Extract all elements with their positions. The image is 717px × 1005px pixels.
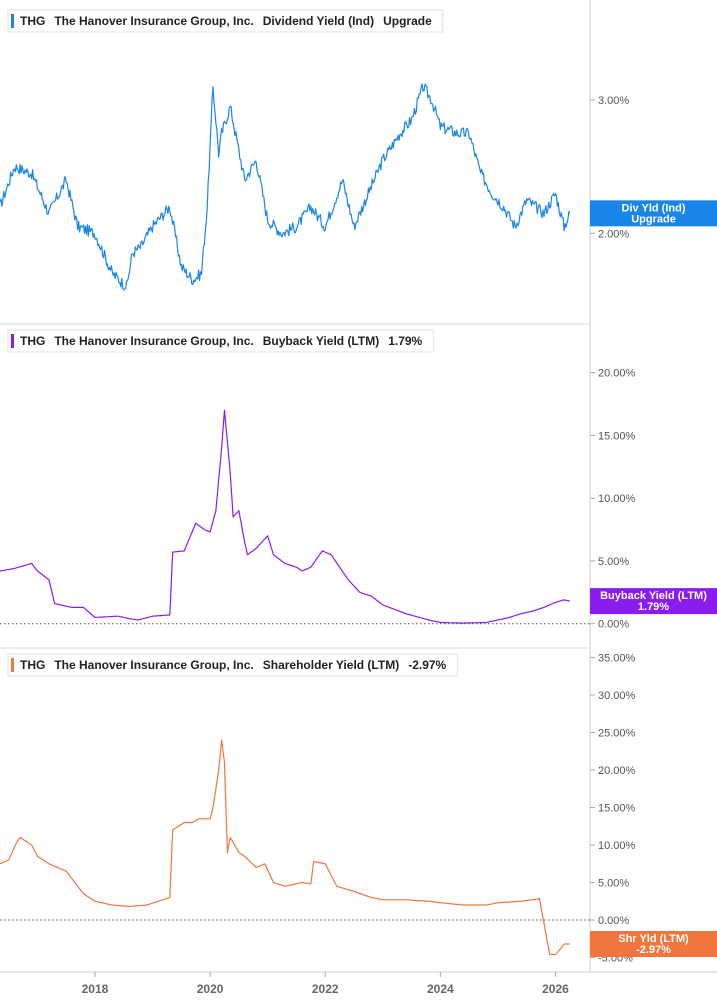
y-tick-label: 3.00% (598, 95, 629, 107)
value-flag-label: Shr Yld (LTM) (618, 933, 689, 945)
x-tick-label: 2024 (427, 982, 454, 996)
y-tick-label: 10.00% (598, 840, 636, 852)
value-flag-value: -2.97% (636, 944, 671, 956)
series-line (0, 739, 570, 956)
y-tick-label: 15.00% (598, 430, 636, 442)
value-flag-value: 1.79% (638, 601, 669, 613)
series-line (0, 409, 571, 624)
value-flag-label: Buyback Yield (LTM) (600, 590, 707, 602)
chart-frame (0, 0, 717, 973)
x-tick-label: 2020 (197, 982, 224, 996)
legend-company: The Hanover Insurance Group, Inc. (54, 14, 253, 28)
value-flag-label: Div Yld (Ind) (622, 202, 686, 214)
y-tick-label: 35.00% (598, 653, 636, 665)
x-axis: 2018 2020 2022 2024 2026 (82, 972, 569, 996)
legend-box (7, 653, 458, 677)
legend-company: The Hanover Insurance Group, Inc. (54, 658, 253, 672)
legend-swatch (11, 14, 14, 28)
legend-metric: Shareholder Yield (LTM) (263, 658, 399, 672)
value-flag (590, 200, 717, 227)
legend-box (7, 329, 434, 353)
legend-ticker: THG (20, 334, 45, 348)
y-tick-label: 10.00% (598, 493, 636, 505)
y-tick-label: 0.00% (598, 619, 629, 631)
legend-metric: Dividend Yield (Ind) (263, 14, 374, 28)
y-tick-label: 2.00% (598, 228, 629, 240)
legend-ticker: THG (20, 14, 45, 28)
y-tick-label: 15.00% (598, 803, 636, 815)
legend-metric: Buyback Yield (LTM) (263, 334, 379, 348)
value-flag (590, 588, 717, 615)
legend-swatch (11, 658, 14, 672)
value-flag-value: Upgrade (631, 213, 676, 225)
legend-value: -2.97% (408, 658, 446, 672)
legend-value: Upgrade (383, 14, 432, 28)
y-tick-label: 0.00% (598, 915, 629, 927)
x-tick-label: 2022 (312, 982, 339, 996)
shareholder-yield-panel: 35.00% 30.00% 25.00% 20.00% 15.00% 10.00% 5.00… (0, 653, 717, 965)
x-tick-label: 2026 (542, 982, 569, 996)
y-tick-label: 25.00% (598, 728, 636, 740)
legend-company: The Hanover Insurance Group, Inc. (54, 334, 253, 348)
value-flag (590, 931, 717, 957)
dividend-yield-panel: 3.00% 2.00% THG The Hanover Insurance Group… (0, 9, 717, 291)
y-tick-label: 20.00% (598, 765, 636, 777)
y-tick-label: 30.00% (598, 690, 636, 702)
buyback-yield-panel: 20.00% 15.00% 10.00% 5.00% 0.00% THG The Hanov… (0, 329, 717, 631)
legend-value: 1.79% (388, 334, 422, 348)
legend-swatch (11, 334, 14, 348)
y-tick-label: 5.00% (598, 878, 629, 890)
y-tick-label: 5.00% (598, 556, 629, 568)
x-tick-label: 2018 (82, 982, 109, 996)
legend-box (7, 9, 444, 33)
legend-ticker: THG (20, 658, 45, 672)
series-line (0, 83, 571, 291)
y-tick-label: 20.00% (598, 368, 636, 380)
